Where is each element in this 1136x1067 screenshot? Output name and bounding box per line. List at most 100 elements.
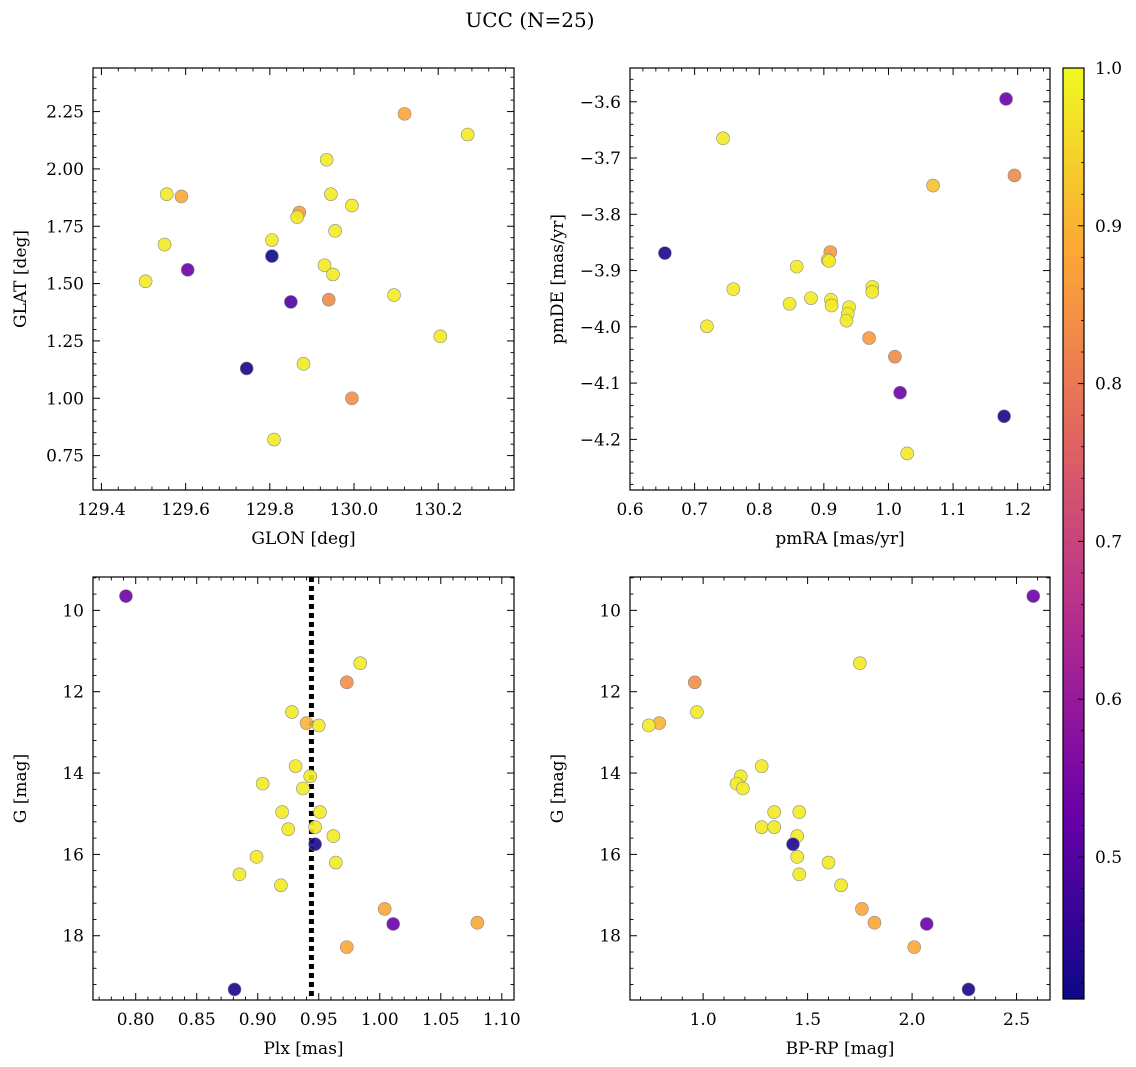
data-point bbox=[736, 781, 750, 796]
y-tick-label: 18 bbox=[62, 927, 84, 947]
data-point bbox=[893, 385, 907, 400]
data-point bbox=[265, 249, 279, 263]
data-point bbox=[317, 258, 332, 273]
plot-frame bbox=[629, 67, 1051, 491]
data-point bbox=[822, 254, 836, 268]
plot-frame bbox=[629, 576, 1051, 1001]
y-tick-label: 16 bbox=[62, 845, 84, 865]
data-point bbox=[642, 718, 656, 733]
data-point bbox=[274, 878, 288, 893]
data-point bbox=[767, 820, 781, 834]
y-tick-label: 1.75 bbox=[46, 217, 84, 237]
data-point bbox=[265, 233, 279, 247]
y-axis-label: G [mag] bbox=[11, 754, 31, 823]
x-tick-label: 0.80 bbox=[117, 1010, 155, 1030]
y-axis-label: G [mag] bbox=[548, 754, 568, 823]
colorbar-tick-label: 1.0 bbox=[1095, 59, 1122, 79]
data-point bbox=[658, 246, 672, 260]
data-point bbox=[855, 902, 869, 916]
data-point bbox=[786, 837, 800, 852]
data-point bbox=[299, 716, 314, 730]
y-axis-label: pmDE [mas/yr] bbox=[548, 214, 568, 344]
y-tick-label: −4.0 bbox=[580, 318, 621, 338]
y-tick-label: 0.75 bbox=[46, 447, 84, 467]
data-point bbox=[387, 288, 401, 302]
y-tick-label: −3.6 bbox=[580, 93, 621, 113]
data-point bbox=[961, 982, 976, 997]
y-tick-label: 18 bbox=[599, 927, 621, 947]
y-tick-label: 14 bbox=[599, 764, 621, 784]
data-point bbox=[249, 850, 264, 864]
data-point bbox=[303, 769, 318, 784]
data-point bbox=[324, 187, 338, 201]
data-point bbox=[862, 331, 876, 345]
data-point bbox=[888, 349, 902, 364]
x-tick-label: 2.0 bbox=[899, 1010, 926, 1030]
y-tick-label: 12 bbox=[62, 683, 84, 703]
x-tick-label: 1.1 bbox=[940, 500, 967, 520]
data-point bbox=[296, 357, 311, 371]
data-point bbox=[397, 107, 412, 121]
data-point bbox=[754, 820, 769, 834]
colorbar-tick-label: 0.6 bbox=[1095, 690, 1122, 710]
data-point bbox=[326, 267, 340, 282]
plot-frame bbox=[92, 67, 515, 491]
x-axis-label: pmRA [mas/yr] bbox=[775, 529, 904, 549]
data-point bbox=[839, 313, 854, 328]
x-tick-label: 1.00 bbox=[361, 1010, 399, 1030]
data-point bbox=[377, 902, 392, 916]
x-tick-label: 129.6 bbox=[161, 500, 210, 520]
data-point bbox=[865, 285, 880, 299]
data-point bbox=[1007, 168, 1022, 183]
x-axis-label: BP-RP [mag] bbox=[786, 1039, 895, 1059]
colorbar-tick-label: 0.7 bbox=[1095, 532, 1122, 552]
data-point bbox=[255, 776, 270, 791]
y-tick-label: −3.7 bbox=[580, 149, 621, 169]
x-tick-label: 1.2 bbox=[1004, 500, 1031, 520]
plot-frame bbox=[92, 576, 515, 1001]
y-tick-label: 1.50 bbox=[46, 275, 84, 295]
data-point bbox=[790, 850, 804, 864]
x-tick-label: 130.2 bbox=[414, 500, 463, 520]
colorbar-tick-label: 0.5 bbox=[1095, 848, 1122, 868]
y-tick-label: −4.2 bbox=[580, 430, 621, 450]
x-tick-label: 130.0 bbox=[330, 500, 379, 520]
y-tick-label: 10 bbox=[62, 601, 84, 621]
panel-pmra-pmde: 0.6 0.7 0.8 0.9 1.0 1.1 1.2 −4.2 −4.1 −4.0 −3.9 −3.… bbox=[548, 67, 1051, 549]
data-point bbox=[267, 432, 281, 447]
data-point bbox=[907, 940, 921, 954]
data-point bbox=[470, 915, 485, 930]
data-point bbox=[997, 409, 1011, 424]
x-axis-label: GLON [deg] bbox=[251, 529, 355, 549]
data-point bbox=[726, 282, 741, 296]
y-tick-label: 1.25 bbox=[46, 332, 84, 352]
data-point bbox=[782, 296, 797, 311]
x-tick-label: 1.0 bbox=[875, 500, 902, 520]
figure-title: UCC (N=25) bbox=[465, 8, 594, 32]
data-point bbox=[690, 705, 704, 719]
y-tick-label: 1.00 bbox=[46, 389, 84, 409]
data-point bbox=[281, 822, 296, 836]
data-point bbox=[311, 718, 326, 733]
data-point bbox=[433, 329, 448, 344]
x-tick-label: 1.5 bbox=[794, 1010, 821, 1030]
x-tick-label: 0.8 bbox=[746, 500, 773, 520]
data-point bbox=[239, 361, 254, 376]
data-point bbox=[326, 829, 341, 843]
data-point bbox=[308, 820, 322, 834]
data-point bbox=[319, 152, 334, 167]
data-point bbox=[792, 867, 807, 882]
data-point bbox=[321, 292, 336, 307]
data-point bbox=[1026, 589, 1041, 603]
data-point bbox=[284, 295, 298, 309]
y-tick-label: 2.00 bbox=[46, 160, 84, 180]
x-tick-label: 1.10 bbox=[483, 1010, 521, 1030]
x-tick-label: 1.0 bbox=[690, 1010, 717, 1030]
data-point bbox=[754, 759, 769, 773]
data-point bbox=[687, 675, 702, 690]
data-point bbox=[340, 675, 354, 690]
x-tick-label: 1.05 bbox=[422, 1010, 460, 1030]
data-point bbox=[345, 391, 359, 406]
colorbar: 0.5 0.6 0.7 0.8 0.9 1.0 bbox=[1062, 59, 1122, 1000]
